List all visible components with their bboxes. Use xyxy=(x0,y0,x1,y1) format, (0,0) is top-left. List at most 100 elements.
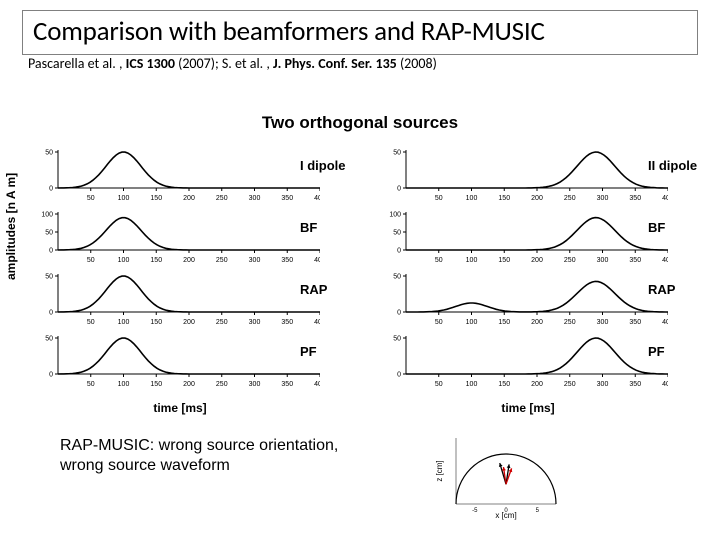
svg-text:100: 100 xyxy=(466,381,478,388)
waveform-panel: 05050100150200250300350400 xyxy=(388,148,668,204)
plot-column-left: 0 50 50 100 150 200 250 300 350 400 I dipole 0 50 100… xyxy=(26,148,358,412)
svg-text:400: 400 xyxy=(662,195,668,202)
svg-text:400: 400 xyxy=(662,381,668,388)
svg-text:300: 300 xyxy=(249,319,261,326)
citation-text: (2007); S. et al. , xyxy=(178,55,273,72)
panel: 05050100150200250300350400PF xyxy=(388,334,668,390)
svg-text:350: 350 xyxy=(281,381,293,388)
svg-text:300: 300 xyxy=(597,195,609,202)
svg-text:50: 50 xyxy=(435,195,443,202)
svg-text:350: 350 xyxy=(281,257,293,264)
svg-text:100: 100 xyxy=(466,319,478,326)
svg-text:100: 100 xyxy=(389,212,401,219)
svg-text:150: 150 xyxy=(498,257,510,264)
svg-text:50: 50 xyxy=(87,381,95,388)
svg-text:50: 50 xyxy=(45,336,53,343)
svg-text:100: 100 xyxy=(41,212,53,219)
svg-text:50: 50 xyxy=(435,319,443,326)
xaxis-label: time [ms] xyxy=(388,401,668,415)
svg-text:350: 350 xyxy=(629,195,641,202)
panel: 05050100150200250300350400PF xyxy=(40,334,320,390)
svg-text:200: 200 xyxy=(531,195,543,202)
panel: 05010050100150200250300350400BF xyxy=(388,210,668,266)
panel: 05010050100150200250300350400BF xyxy=(40,210,320,266)
svg-text:100: 100 xyxy=(466,257,478,264)
panel-row-label: II dipole xyxy=(648,158,704,173)
conclusion-text: RAP-MUSIC: wrong source orientation, wro… xyxy=(60,436,410,476)
svg-text:100: 100 xyxy=(466,195,478,202)
svg-text:300: 300 xyxy=(249,381,261,388)
svg-text:0: 0 xyxy=(397,310,401,317)
svg-text:50: 50 xyxy=(393,274,401,281)
svg-text:250: 250 xyxy=(216,195,228,202)
page-title: Comparison with beamformers and RAP-MUSI… xyxy=(33,15,687,48)
subtitle: Two orthogonal sources xyxy=(0,113,720,133)
inset-svg: x [cm]z [cm]-505 xyxy=(434,434,560,520)
svg-text:50: 50 xyxy=(393,336,401,343)
svg-text:150: 150 xyxy=(150,319,162,326)
svg-text:50: 50 xyxy=(87,319,95,326)
waveform-panel: 0 50 50 100 150 200 250 300 350 400 xyxy=(388,272,668,328)
waveform-panel: 05050100150200250300350400 xyxy=(40,272,320,328)
panel: 05050100150200250300350400I dipole xyxy=(40,148,320,204)
waveform-panel: 05050100150200250300350400 xyxy=(388,334,668,390)
svg-text:0: 0 xyxy=(49,372,53,379)
svg-text:250: 250 xyxy=(216,257,228,264)
svg-text:350: 350 xyxy=(629,319,641,326)
inset-head-plot: x [cm]z [cm]-505 xyxy=(434,434,560,520)
svg-text:50: 50 xyxy=(87,195,95,202)
svg-text:200: 200 xyxy=(183,195,195,202)
svg-text:200: 200 xyxy=(531,319,543,326)
svg-text:50: 50 xyxy=(435,257,443,264)
svg-text:300: 300 xyxy=(249,257,261,264)
citation-text: (2008) xyxy=(400,55,437,72)
title-box: Comparison with beamformers and RAP-MUSI… xyxy=(22,10,698,55)
svg-text:250: 250 xyxy=(564,319,576,326)
svg-text:350: 350 xyxy=(281,319,293,326)
svg-text:400: 400 xyxy=(314,195,320,202)
svg-text:300: 300 xyxy=(597,381,609,388)
svg-text:250: 250 xyxy=(216,319,228,326)
svg-text:100: 100 xyxy=(118,195,130,202)
xaxis-label: time [ms] xyxy=(40,401,320,415)
waveform-panel: 0 50 50 100 150 200 250 300 350 400 xyxy=(40,334,320,390)
svg-text:0: 0 xyxy=(49,310,53,317)
svg-text:0: 0 xyxy=(397,186,401,193)
svg-text:150: 150 xyxy=(150,381,162,388)
svg-text:50: 50 xyxy=(87,257,95,264)
svg-text:400: 400 xyxy=(662,319,668,326)
waveform-panel: 05050100150200250300350400 xyxy=(40,148,320,204)
svg-text:150: 150 xyxy=(498,195,510,202)
svg-text:150: 150 xyxy=(150,195,162,202)
svg-text:300: 300 xyxy=(597,319,609,326)
conclusion-line: wrong source waveform xyxy=(60,457,230,474)
svg-text:150: 150 xyxy=(498,319,510,326)
conclusion-line: RAP-MUSIC: wrong source orientation, xyxy=(60,437,338,454)
panel-row-label: RAP xyxy=(300,282,356,297)
svg-text:150: 150 xyxy=(150,257,162,264)
panel: 05050100150200250300350400II dipole xyxy=(388,148,668,204)
plot-column-right: 0 50 50 100 150 200 250 300 350 400 II dipole 0 50 10… xyxy=(374,148,706,412)
panel-row-label: BF xyxy=(300,220,356,235)
svg-text:350: 350 xyxy=(629,381,641,388)
svg-text:0: 0 xyxy=(397,372,401,379)
panel-row-label: BF xyxy=(648,220,704,235)
yaxis-label: amplitudes [n A m] xyxy=(4,173,18,280)
svg-text:400: 400 xyxy=(314,319,320,326)
svg-text:300: 300 xyxy=(597,257,609,264)
svg-text:50: 50 xyxy=(435,381,443,388)
svg-text:200: 200 xyxy=(531,257,543,264)
svg-text:250: 250 xyxy=(564,381,576,388)
svg-text:250: 250 xyxy=(564,195,576,202)
svg-text:400: 400 xyxy=(314,381,320,388)
svg-text:100: 100 xyxy=(118,381,130,388)
waveform-panel: 05010050100150200250300350400 xyxy=(40,210,320,266)
citation-journal: J. Phys. Conf. Ser. 135 xyxy=(273,55,400,72)
panel-row-label: I dipole xyxy=(300,158,356,173)
svg-text:250: 250 xyxy=(216,381,228,388)
svg-text:-5: -5 xyxy=(472,508,478,514)
svg-text:100: 100 xyxy=(118,319,130,326)
svg-text:200: 200 xyxy=(183,381,195,388)
citation-text: Pascarella et al. , xyxy=(28,55,126,72)
panel: 05050100150200250300350400RAP xyxy=(40,272,320,328)
